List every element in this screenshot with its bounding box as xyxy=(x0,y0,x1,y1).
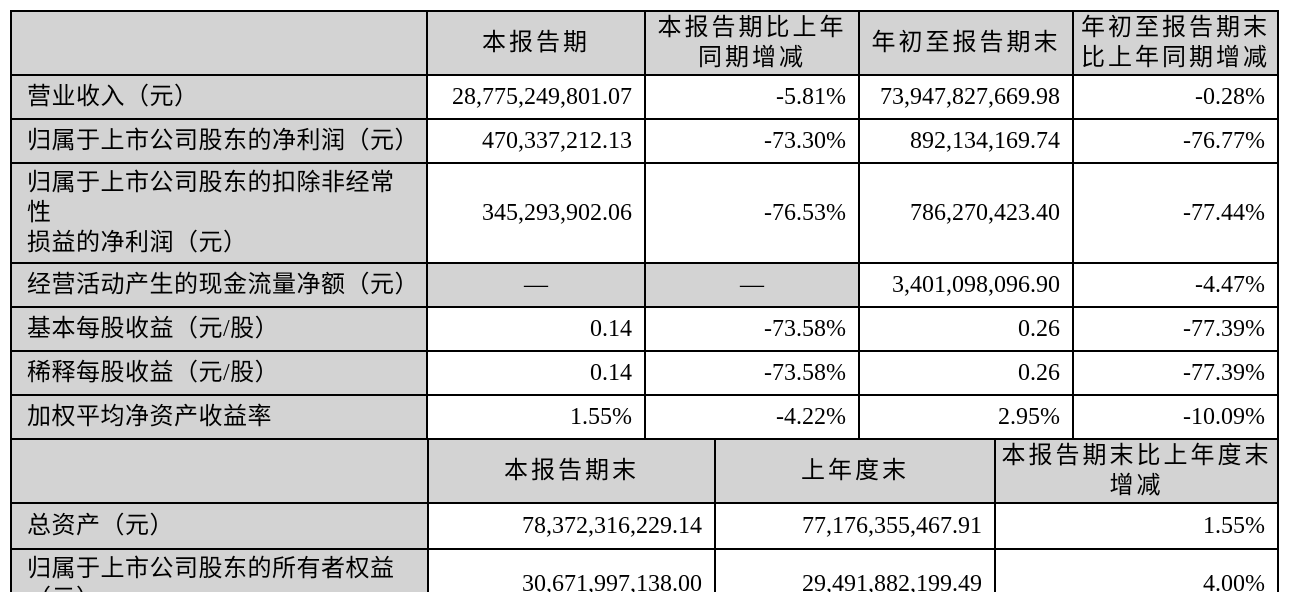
col-header-period-end-change: 本报告期末比上年度末 增减 xyxy=(994,438,1279,504)
col-header-ytd: 年初至报告期末 xyxy=(858,10,1074,76)
row-label: 归属于上市公司股东的所有者权益 （元） xyxy=(10,548,429,592)
cell-value: -0.28% xyxy=(1072,74,1279,120)
cell-value: -4.47% xyxy=(1072,262,1279,308)
cell-value: -73.58% xyxy=(644,306,860,352)
cell-value: 77,176,355,467.91 xyxy=(714,502,996,550)
cell-value: -73.58% xyxy=(644,350,860,396)
col-header-yoy-change: 本报告期比上年 同期增减 xyxy=(644,10,860,76)
yearend-header-row: 本报告期末 上年度末 本报告期末比上年度末 增减 xyxy=(10,438,1279,504)
cell-value: -4.22% xyxy=(644,394,860,440)
col-header-prior-year-end: 上年度末 xyxy=(714,438,996,504)
cell-value: -76.77% xyxy=(1072,118,1279,164)
row-label: 加权平均净资产收益率 xyxy=(10,394,428,440)
period-summary-table: 本报告期 本报告期比上年 同期增减 年初至报告期末 年初至报告期末 比上年同期增… xyxy=(10,10,1279,440)
cell-value: 0.26 xyxy=(858,350,1074,396)
corner-cell xyxy=(10,10,428,76)
table-row-revenue: 营业收入（元） 28,775,249,801.07 -5.81% 73,947,… xyxy=(10,74,1279,120)
cell-value: 0.14 xyxy=(426,350,646,396)
row-label: 归属于上市公司股东的扣除非经常性 损益的净利润（元） xyxy=(10,162,428,264)
cell-value: 2.95% xyxy=(858,394,1074,440)
corner-cell xyxy=(10,438,429,504)
cell-value: -77.39% xyxy=(1072,350,1279,396)
cell-value: 73,947,827,669.98 xyxy=(858,74,1074,120)
cell-value: -77.39% xyxy=(1072,306,1279,352)
cell-value-dash: — xyxy=(426,262,646,308)
row-label: 总资产（元） xyxy=(10,502,429,550)
cell-value: 28,775,249,801.07 xyxy=(426,74,646,120)
cell-value: 1.55% xyxy=(994,502,1279,550)
row-label: 稀释每股收益（元/股） xyxy=(10,350,428,396)
yearend-summary-table: 本报告期末 上年度末 本报告期末比上年度末 增减 总资产（元） 78,372,3… xyxy=(10,438,1279,592)
cell-value: 3,401,098,096.90 xyxy=(858,262,1074,308)
row-label: 基本每股收益（元/股） xyxy=(10,306,428,352)
cell-value: 78,372,316,229.14 xyxy=(427,502,716,550)
cell-value: 345,293,902.06 xyxy=(426,162,646,264)
table-row-operating-cash-flow: 经营活动产生的现金流量净额（元） — — 3,401,098,096.90 -4… xyxy=(10,262,1279,308)
table-row-net-profit: 归属于上市公司股东的净利润（元） 470,337,212.13 -73.30% … xyxy=(10,118,1279,164)
table-row-basic-eps: 基本每股收益（元/股） 0.14 -73.58% 0.26 -77.39% xyxy=(10,306,1279,352)
cell-value: 30,671,997,138.00 xyxy=(427,548,716,592)
table-row-weighted-avg-roe: 加权平均净资产收益率 1.55% -4.22% 2.95% -10.09% xyxy=(10,394,1279,440)
col-header-current-period: 本报告期 xyxy=(426,10,646,76)
cell-value: 4.00% xyxy=(994,548,1279,592)
cell-value: 786,270,423.40 xyxy=(858,162,1074,264)
row-label: 经营活动产生的现金流量净额（元） xyxy=(10,262,428,308)
period-header-row: 本报告期 本报告期比上年 同期增减 年初至报告期末 年初至报告期末 比上年同期增… xyxy=(10,10,1279,76)
cell-value: -5.81% xyxy=(644,74,860,120)
cell-value: 1.55% xyxy=(426,394,646,440)
cell-value: -76.53% xyxy=(644,162,860,264)
row-label: 归属于上市公司股东的净利润（元） xyxy=(10,118,428,164)
cell-value: -73.30% xyxy=(644,118,860,164)
cell-value-dash: — xyxy=(644,262,860,308)
table-row-diluted-eps: 稀释每股收益（元/股） 0.14 -73.58% 0.26 -77.39% xyxy=(10,350,1279,396)
cell-value: 0.26 xyxy=(858,306,1074,352)
cell-value: -77.44% xyxy=(1072,162,1279,264)
table-row-shareholders-equity: 归属于上市公司股东的所有者权益 （元） 30,671,997,138.00 29… xyxy=(10,548,1279,592)
cell-value: 0.14 xyxy=(426,306,646,352)
row-label: 营业收入（元） xyxy=(10,74,428,120)
cell-value: 29,491,882,199.49 xyxy=(714,548,996,592)
table-row-total-assets: 总资产（元） 78,372,316,229.14 77,176,355,467.… xyxy=(10,502,1279,550)
cell-value: 470,337,212.13 xyxy=(426,118,646,164)
col-header-period-end: 本报告期末 xyxy=(427,438,716,504)
cell-value: 892,134,169.74 xyxy=(858,118,1074,164)
table-row-net-profit-excl-nonrecurring: 归属于上市公司股东的扣除非经常性 损益的净利润（元） 345,293,902.0… xyxy=(10,162,1279,264)
cell-value: -10.09% xyxy=(1072,394,1279,440)
col-header-ytd-yoy-change: 年初至报告期末 比上年同期增减 xyxy=(1072,10,1279,76)
